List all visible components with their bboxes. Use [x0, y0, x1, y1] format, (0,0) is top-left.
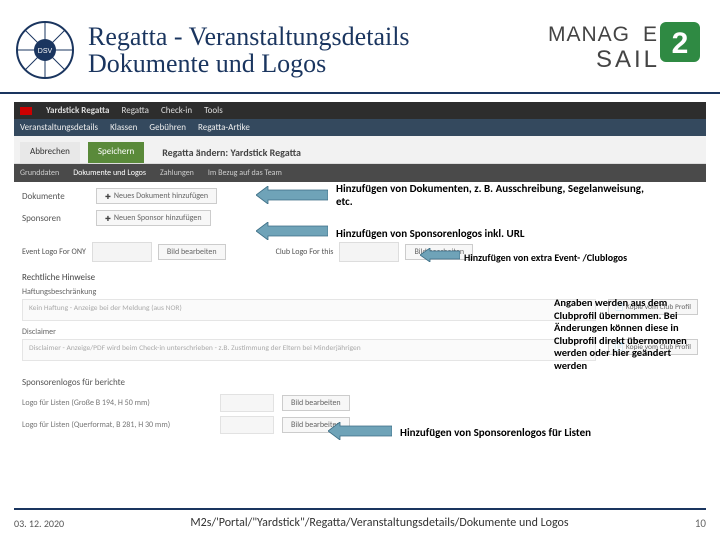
annotation-listlogos: Hinzufügen von Sponsorenlogos für Listen — [400, 426, 690, 439]
event-logo-placeholder — [92, 242, 152, 262]
club-logo-placeholder — [339, 242, 399, 262]
flag-icon — [20, 107, 32, 115]
edit-list-logo-1-button[interactable]: Bild bearbeiten — [282, 395, 350, 411]
legal-heading: Rechtliche Hinweise — [22, 272, 698, 283]
action-row: Abbrechen Speichern Regatta ändern: Yard… — [14, 136, 706, 164]
subtab-docs[interactable]: Dokumente und Logos — [73, 168, 146, 178]
documents-label: Dokumente — [22, 191, 86, 202]
sponsors-label: Sponsoren — [22, 213, 86, 224]
subtab-basics[interactable]: Grunddaten — [20, 168, 59, 178]
arrow-sponsors — [256, 222, 328, 240]
annotation-sponsors: Hinzufügen von Sponsorenlogos inkl. URL — [336, 227, 666, 240]
disclaimer-textarea[interactable]: Disclaimer - Anzeige/PDF wird beim Check… — [22, 339, 596, 361]
bc-item-2[interactable]: Gebühren — [149, 122, 186, 133]
app-name: Yardstick Regatta — [46, 105, 110, 116]
menu-tools[interactable]: Tools — [204, 105, 223, 116]
svg-text:MANAG: MANAG — [548, 23, 630, 46]
app-topbar: Yardstick Regatta Regatta Check-in Tools — [14, 102, 706, 119]
add-document-button[interactable]: Neues Dokument hinzufügen — [96, 188, 217, 204]
footer-path: M2s/'Portal/"Yardstick"/Regatta/Veransta… — [190, 516, 568, 530]
event-logo-label: Event Logo For ONY — [22, 247, 86, 257]
app-breadcrumb: Veranstaltungsdetails Klassen Gebühren R… — [14, 119, 706, 136]
manage2sail-logo: MANAG E 2 SAIL — [548, 19, 706, 82]
slide-title: Regatta - Veranstaltungsdetails Dokument… — [88, 23, 548, 78]
annotation-logos: Hinzufügen von extra Event- /Clublogos — [464, 252, 704, 264]
app-screenshot: Yardstick Regatta Regatta Check-in Tools… — [14, 102, 706, 446]
subtab-team[interactable]: Im Bezug auf das Team — [208, 168, 282, 178]
slide-footer: 03. 12. 2020 M2s/'Portal/"Yardstick"/Reg… — [14, 508, 706, 530]
menu-regatta[interactable]: Regatta — [122, 105, 149, 116]
subtabs: Grunddaten Dokumente und Logos Zahlungen… — [14, 164, 706, 182]
arrow-listlogos — [328, 422, 392, 440]
list-logos-title: Sponsorenlogos für berichte — [22, 377, 698, 388]
subtab-payments[interactable]: Zahlungen — [160, 168, 194, 178]
svg-text:2: 2 — [672, 27, 689, 60]
svg-text:SAIL: SAIL — [596, 46, 660, 73]
list-logo-1-placeholder — [220, 394, 274, 412]
annotation-documents: Hinzufügen von Dokumenten, z. B. Ausschr… — [336, 182, 646, 208]
footer-page: 10 — [695, 517, 706, 530]
arrow-documents — [256, 186, 328, 204]
slide-header: DSV Regatta - Veranstaltungsdetails Doku… — [0, 0, 720, 94]
footer-date: 03. 12. 2020 — [14, 517, 64, 530]
dsv-logo: DSV — [14, 19, 76, 81]
list-logo-2-placeholder — [220, 416, 274, 434]
title-line2: Dokumente und Logos — [88, 50, 548, 77]
list-logo-2-label: Logo für Listen (Querformat, B 281, H 30… — [22, 420, 212, 430]
svg-text:DSV: DSV — [38, 48, 53, 55]
liability-textarea[interactable]: Kein Haftung - Anzeige bei der Meldung (… — [22, 299, 596, 321]
svg-text:E: E — [643, 23, 657, 46]
club-logo-label: Club Logo For this — [276, 247, 334, 257]
annotation-clubprofile: Angaben werden aus dem Clubprofil überno… — [554, 297, 706, 373]
menu-checkin[interactable]: Check-in — [161, 105, 192, 116]
edit-event-logo-button[interactable]: Bild bearbeiten — [158, 244, 226, 260]
list-logo-1-label: Logo für Listen (Große B 194, H 50 mm) — [22, 398, 212, 408]
arrow-logos — [420, 248, 460, 262]
add-sponsor-button[interactable]: Neuen Sponsor hinzufügen — [96, 210, 211, 226]
bc-item-3[interactable]: Regatta-Artike — [198, 122, 250, 133]
bc-item-0[interactable]: Veranstaltungsdetails — [20, 122, 98, 133]
save-button[interactable]: Speichern — [88, 142, 144, 163]
form-title: Regatta ändern: Yardstick Regatta — [152, 142, 311, 163]
cancel-button[interactable]: Abbrechen — [20, 142, 80, 163]
title-line1: Regatta - Veranstaltungsdetails — [88, 23, 548, 50]
bc-item-1[interactable]: Klassen — [110, 122, 137, 133]
